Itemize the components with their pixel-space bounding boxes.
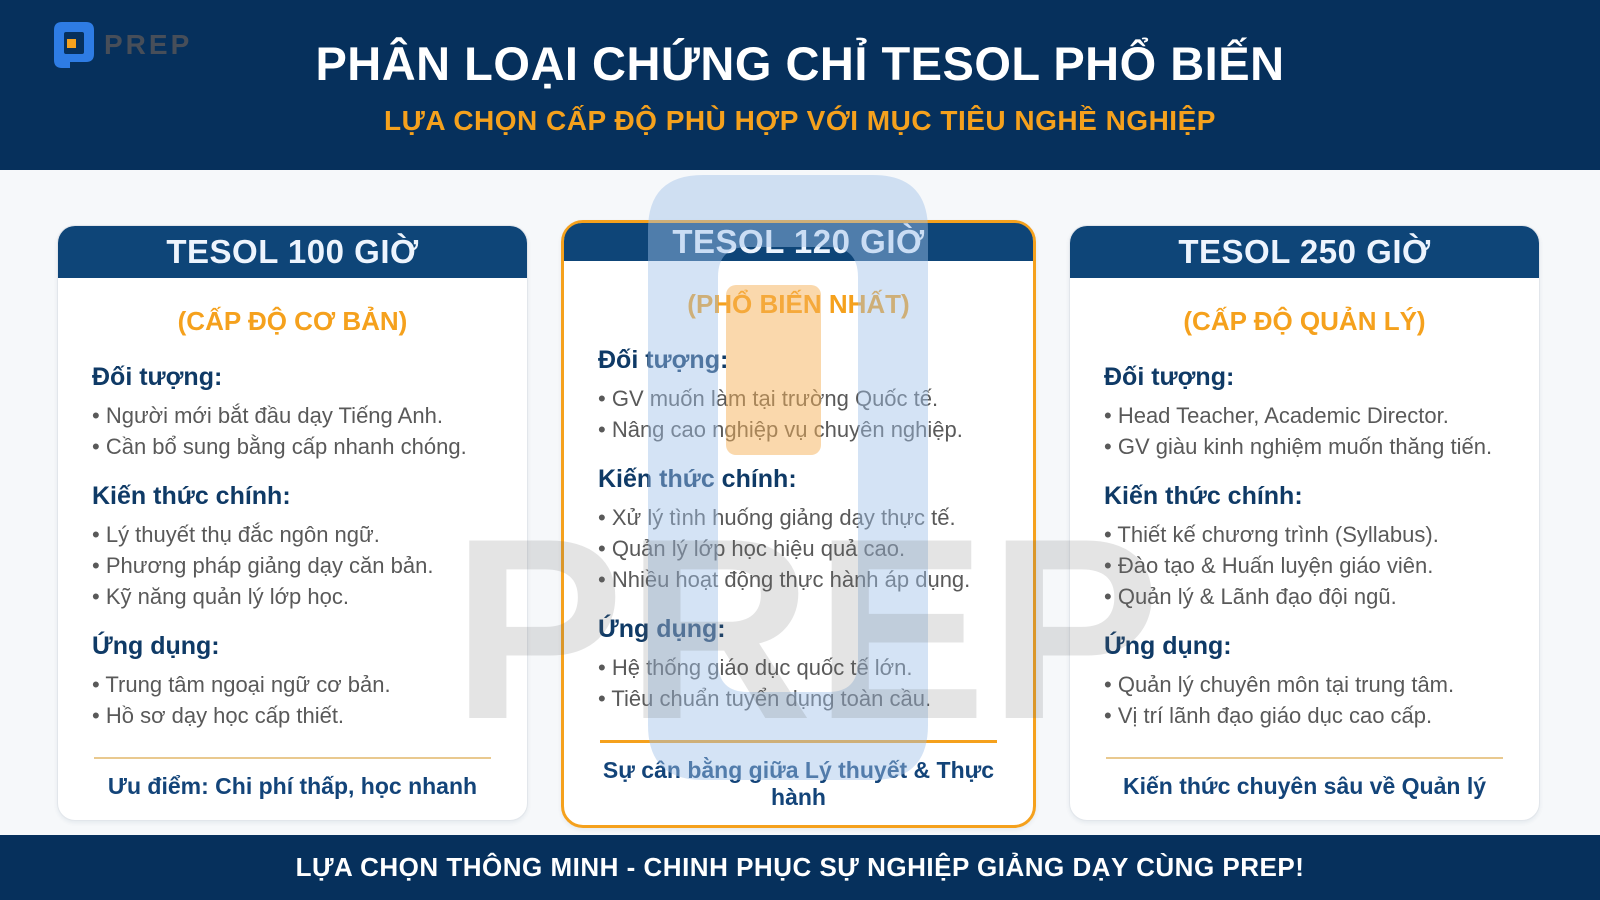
- section-heading-audience: Đối tượng:: [598, 346, 729, 374]
- list-item: Quản lý chuyên môn tại trung tâm.: [1104, 669, 1505, 700]
- card-title: TESOL 100 GIỜ: [166, 233, 419, 270]
- card-body: (PHỔ BIẾN NHẤT) Đối tượng: GV muốn làm t…: [564, 261, 1033, 831]
- list-item: Quản lý & Lãnh đạo đội ngũ.: [1104, 581, 1505, 612]
- list-item: Lý thuyết thụ đắc ngôn ngữ.: [92, 519, 493, 550]
- card-footnote: Ưu điểm: Chi phí thấp, học nhanh: [107, 773, 478, 799]
- card-tesol-250: TESOL 250 GIỜ (CẤP ĐỘ QUẢN LÝ) Đối tượng…: [1069, 225, 1540, 821]
- bottom-tagline: LỰA CHỌN THÔNG MINH - CHINH PHỤC SỰ NGHI…: [295, 852, 1305, 882]
- card-tesol-250-header: TESOL 250 GIỜ: [1070, 226, 1539, 278]
- page-subtitle: LỰA CHỌN CẤP ĐỘ PHÙ HỢP VỚI MỤC TIÊU NGH…: [384, 105, 1216, 136]
- list-item: Tiêu chuẩn tuyển dụng toàn cầu.: [598, 683, 999, 714]
- card-body: (CẤP ĐỘ CƠ BẢN) Đối tượng: Người mới bắt…: [58, 278, 527, 820]
- list-item: Hệ thống giáo dục quốc tế lớn.: [598, 652, 999, 683]
- application-list: Trung tâm ngoại ngữ cơ bản. Hồ sơ dạy họ…: [92, 669, 493, 731]
- card-tesol-100: TESOL 100 GIỜ (CẤP ĐỘ CƠ BẢN) Đối tượng:…: [57, 225, 528, 821]
- card-body: (CẤP ĐỘ QUẢN LÝ) Đối tượng: Head Teacher…: [1070, 278, 1539, 820]
- list-item: Kỹ năng quản lý lớp học.: [92, 581, 493, 612]
- section-heading-knowledge: Kiến thức chính:: [598, 465, 797, 493]
- prep-logo-icon: [54, 22, 94, 68]
- application-list: Hệ thống giáo dục quốc tế lớn. Tiêu chuẩ…: [598, 652, 999, 714]
- list-item: Hồ sơ dạy học cấp thiết.: [92, 700, 493, 731]
- list-item: GV muốn làm tại trường Quốc tế.: [598, 383, 999, 414]
- list-item: Cần bổ sung bằng cấp nhanh chóng.: [92, 431, 493, 462]
- list-item: Nhiều hoạt động thực hành áp dụng.: [598, 564, 999, 595]
- list-item: Quản lý lớp học hiệu quả cao.: [598, 533, 999, 564]
- audience-list: Người mới bắt đầu dạy Tiếng Anh. Cần bổ …: [92, 400, 493, 462]
- section-heading-audience: Đối tượng:: [92, 363, 223, 391]
- section-heading-application: Ứng dụng:: [92, 632, 220, 660]
- list-item: Nâng cao nghiệp vụ chuyên nghiệp.: [598, 414, 999, 445]
- bottom-banner: LỰA CHỌN THÔNG MINH - CHINH PHỤC SỰ NGHI…: [0, 835, 1600, 900]
- card-tesol-120-header: TESOL 120 GIỜ: [564, 223, 1033, 261]
- list-item: Vị trí lãnh đạo giáo dục cao cấp.: [1104, 700, 1505, 731]
- page-title: PHÂN LOẠI CHỨNG CHỈ TESOL PHỔ BIẾN: [315, 37, 1285, 90]
- prep-logo-text: PREP: [104, 29, 193, 60]
- list-item: GV giàu kinh nghiệm muốn thăng tiến.: [1104, 431, 1505, 462]
- list-item: Đào tạo & Huấn luyện giáo viên.: [1104, 550, 1505, 581]
- card-level-badge: (PHỔ BIẾN NHẤT): [687, 289, 910, 319]
- list-item: Phương pháp giảng dạy căn bản.: [92, 550, 493, 581]
- list-item: Head Teacher, Academic Director.: [1104, 400, 1505, 431]
- list-item: Thiết kế chương trình (Syllabus).: [1104, 519, 1505, 550]
- prep-logo: PREP: [54, 22, 192, 68]
- knowledge-list: Xử lý tình huống giảng dạy thực tế. Quản…: [598, 502, 999, 595]
- card-title: TESOL 250 GIỜ: [1178, 233, 1431, 270]
- section-heading-audience: Đối tượng:: [1104, 363, 1235, 391]
- section-heading-knowledge: Kiến thức chính:: [1104, 482, 1303, 510]
- card-footnote: Sự cân bằng giữa Lý thuyết & Thực hành: [602, 757, 995, 810]
- audience-list: Head Teacher, Academic Director. GV giàu…: [1104, 400, 1505, 462]
- list-item: Trung tâm ngoại ngữ cơ bản.: [92, 669, 493, 700]
- knowledge-list: Thiết kế chương trình (Syllabus). Đào tạ…: [1104, 519, 1505, 612]
- card-footnote: Kiến thức chuyên sâu về Quản lý: [1122, 773, 1487, 799]
- section-heading-application: Ứng dụng:: [598, 615, 726, 643]
- prep-logo-dot: [67, 39, 76, 48]
- knowledge-list: Lý thuyết thụ đắc ngôn ngữ. Phương pháp …: [92, 519, 493, 612]
- section-heading-application: Ứng dụng:: [1104, 632, 1232, 660]
- top-banner: PREP PHÂN LOẠI CHỨNG CHỈ TESOL PHỔ BIẾN …: [0, 0, 1600, 170]
- card-divider: [1106, 757, 1503, 759]
- application-list: Quản lý chuyên môn tại trung tâm. Vị trí…: [1104, 669, 1505, 731]
- list-item: Xử lý tình huống giảng dạy thực tế.: [598, 502, 999, 533]
- cards-row: TESOL 100 GIỜ (CẤP ĐỘ CƠ BẢN) Đối tượng:…: [57, 220, 1540, 828]
- audience-list: GV muốn làm tại trường Quốc tế. Nâng cao…: [598, 383, 999, 445]
- card-divider: [600, 740, 997, 743]
- card-title: TESOL 120 GIỜ: [672, 223, 925, 260]
- card-tesol-120: TESOL 120 GIỜ (PHỔ BIẾN NHẤT) Đối tượng:…: [561, 220, 1036, 828]
- card-level-badge: (CẤP ĐỘ CƠ BẢN): [177, 306, 408, 336]
- card-tesol-100-header: TESOL 100 GIỜ: [58, 226, 527, 278]
- list-item: Người mới bắt đầu dạy Tiếng Anh.: [92, 400, 493, 431]
- card-divider: [94, 757, 491, 759]
- card-level-badge: (CẤP ĐỘ QUẢN LÝ): [1183, 306, 1426, 336]
- section-heading-knowledge: Kiến thức chính:: [92, 482, 291, 510]
